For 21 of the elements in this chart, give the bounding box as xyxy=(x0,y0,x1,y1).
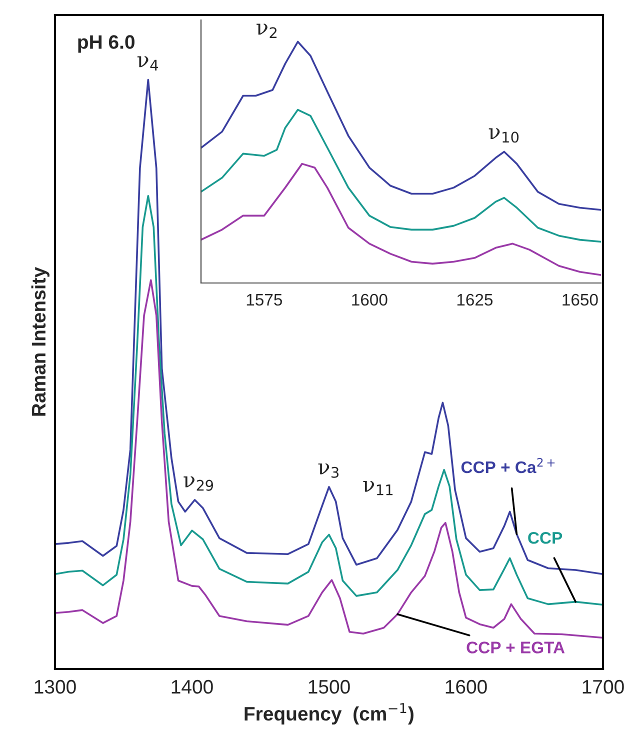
annotation: ν$_{11}$ xyxy=(363,480,393,496)
x-tick-label: 1300 xyxy=(34,680,76,694)
text: pH 6.0 xyxy=(78,35,134,53)
annotation: ν$_{10}$ xyxy=(488,128,519,143)
annotation: ν$_{2}$ xyxy=(256,24,277,38)
x-tick-label: 1600 xyxy=(352,294,388,306)
series-label: CCP + Ca$^{2+}$ xyxy=(461,458,555,474)
annotation: ν$_{3}$ xyxy=(318,463,339,478)
x-axis-title: Frequency (cm$^{−1}$) xyxy=(244,703,414,724)
series-label: CCP + EGTA xyxy=(466,642,565,654)
series-label: CCP xyxy=(528,532,562,544)
x-tick-label: 1400 xyxy=(172,680,213,694)
x-tick-label: 1600 xyxy=(446,680,487,694)
x-tick-label: 1575 xyxy=(246,294,282,306)
annotation: ν$_{4}$ xyxy=(137,56,158,71)
y-axis-title: Raman Intensity xyxy=(31,267,50,416)
x-tick-label: 1500 xyxy=(308,680,350,694)
x-tick-label: 1700 xyxy=(582,680,624,694)
annotation: ν$_{29}$ xyxy=(184,476,214,491)
x-tick-label: 1625 xyxy=(457,294,493,306)
x-tick-label: 1650 xyxy=(562,294,598,306)
